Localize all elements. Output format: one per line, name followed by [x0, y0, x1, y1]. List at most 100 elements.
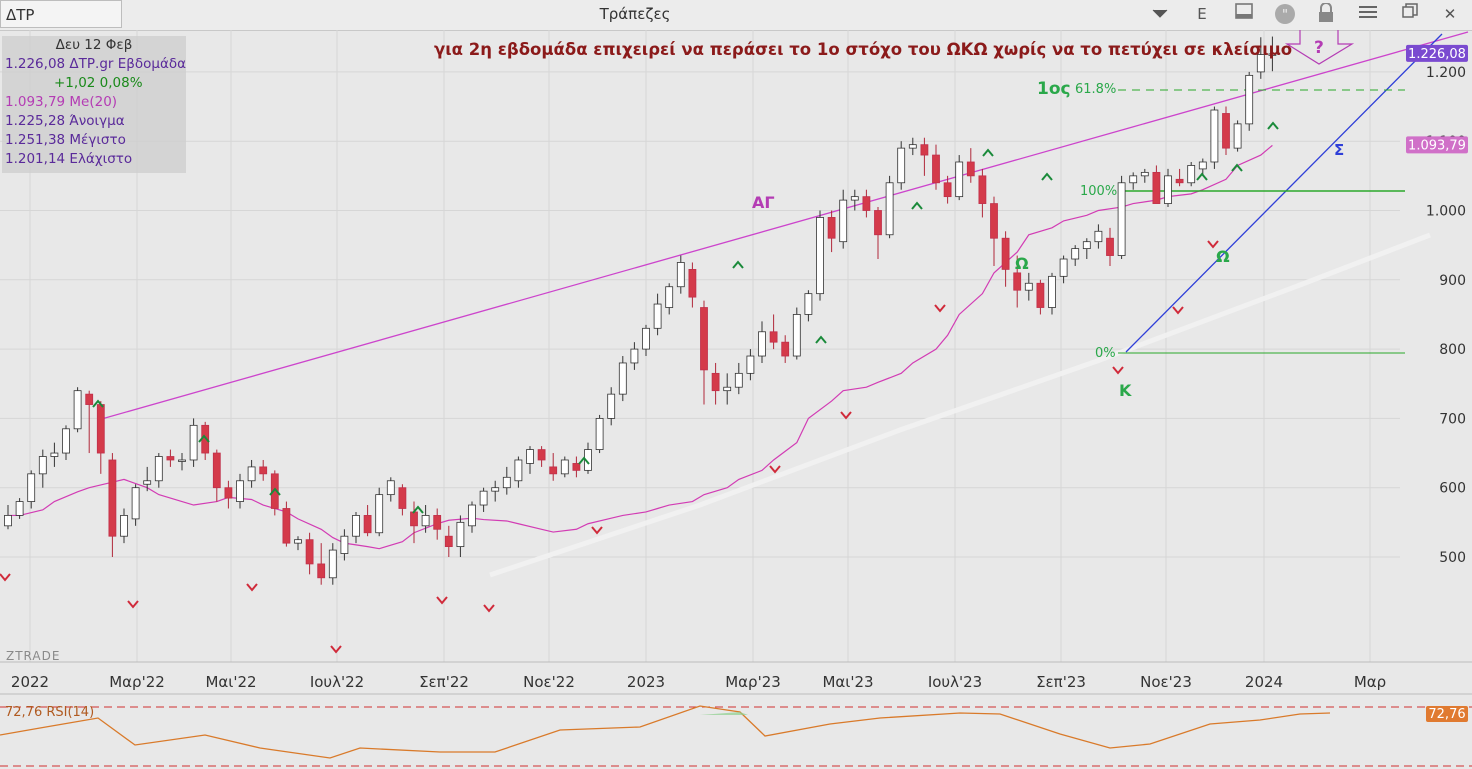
candle	[560, 459, 569, 475]
candle	[874, 210, 882, 236]
annotation-label: ?	[1314, 38, 1324, 58]
symbol-input[interactable]: ΔΤΡ	[0, 0, 122, 28]
rsi-panel: 72,76 RSI(14) 72,76	[0, 693, 1472, 767]
x-tick-label: Νοε'22	[523, 673, 575, 691]
drawing-lines	[97, 31, 1469, 421]
info-close: 1.226,08 ΔΤΡ.gr Εβδομάδα	[5, 56, 187, 72]
price-chart[interactable]: ΑΓ Ω Κ Ω Σ 1ος 61.8% 100% 0%? 500 600 700 800 900 1.0…	[0, 30, 1472, 769]
swing-high-arrow	[1041, 172, 1053, 181]
candle	[305, 539, 314, 565]
candle	[1140, 171, 1149, 177]
resistance-trendline	[97, 31, 1469, 421]
annotation-label: Ω	[1216, 247, 1230, 266]
candle	[96, 404, 105, 454]
annotations-layer: ΑΓ Ω Κ Ω Σ 1ος 61.8% 100% 0%?	[752, 30, 1355, 400]
candle	[38, 456, 47, 475]
candle	[862, 196, 871, 211]
quote-icon[interactable]: "	[1273, 3, 1297, 25]
y-tick-label: 600	[1439, 481, 1466, 497]
lock-icon[interactable]	[1314, 2, 1338, 25]
candle	[340, 535, 349, 554]
candle	[236, 480, 244, 502]
info-panel: Δευ 12 Φεβ 1.226,08 ΔΤΡ.gr Εβδομάδα +1,0…	[2, 36, 186, 173]
candle	[270, 473, 279, 509]
restore-icon[interactable]	[1398, 3, 1422, 25]
candle	[595, 417, 604, 450]
candle	[4, 515, 12, 527]
candle	[630, 348, 639, 364]
swing-low-arrow	[591, 526, 603, 535]
candle	[549, 466, 558, 475]
candle	[804, 293, 813, 315]
x-tick-label: Ιουλ'23	[928, 673, 982, 691]
swing-low-arrow	[1172, 306, 1184, 315]
x-tick-label: Σεπ'22	[419, 673, 469, 691]
candle	[1059, 258, 1068, 277]
candle	[317, 563, 326, 579]
y-tick-label: 700	[1439, 411, 1466, 427]
candle	[676, 262, 685, 288]
x-tick-label: Σεπ'23	[1036, 673, 1086, 691]
candle	[642, 327, 650, 350]
annotation-label: Ω	[1015, 254, 1029, 273]
x-tick-label: Μαρ'23	[725, 673, 781, 691]
candle	[827, 217, 836, 239]
candle	[1245, 74, 1254, 125]
candle	[1071, 248, 1080, 260]
swing-high-arrow	[578, 456, 590, 465]
swing-high-arrow	[1196, 172, 1208, 181]
price-badge	[1406, 136, 1468, 154]
y-tick-label: 1.200	[1426, 65, 1466, 81]
candle	[247, 466, 256, 482]
x-tick-label: Μαρ	[1354, 673, 1386, 691]
group-title: Τράπεζες	[599, 5, 671, 23]
candle	[792, 314, 801, 357]
candle	[1175, 178, 1184, 184]
info-open: 1.225,28 Άνοιγμα	[5, 113, 125, 129]
candle	[189, 424, 198, 461]
swing-high-arrow	[911, 201, 923, 210]
candle	[885, 182, 894, 236]
swing-low-arrow	[436, 596, 448, 605]
headline-annotation: για 2η εβδομάδα επιχειρεί να περάσει το …	[434, 40, 1293, 59]
swing-high-arrow	[1231, 163, 1243, 172]
candle	[1129, 175, 1138, 184]
x-tick-label: 2023	[627, 673, 665, 691]
candle	[456, 521, 465, 548]
close-icon[interactable]: ✕	[1443, 5, 1457, 23]
chevron-down-icon[interactable]	[1148, 3, 1172, 25]
watermark: ZTRADE	[6, 649, 60, 663]
swing-high-arrow	[92, 399, 104, 408]
swing-low-arrow	[246, 583, 258, 592]
swing-arrows-layer	[0, 121, 1279, 654]
swing-low-arrow	[1207, 240, 1219, 249]
candle	[1187, 165, 1196, 184]
e-icon[interactable]: E	[1197, 5, 1207, 23]
candle	[978, 175, 987, 204]
candle	[108, 459, 117, 537]
candle	[282, 508, 291, 544]
candle	[1210, 109, 1219, 163]
info-low: 1.201,14 Ελάχιστο	[5, 151, 133, 167]
window-icon[interactable]	[1232, 3, 1256, 25]
candle	[908, 144, 917, 149]
swing-high-arrow	[815, 335, 827, 344]
price-badge-label: 1.093,79	[1408, 138, 1466, 153]
swing-low-arrow	[127, 600, 139, 609]
candle	[943, 182, 952, 198]
candle	[154, 456, 163, 482]
candle	[607, 393, 616, 419]
candle	[1024, 282, 1033, 291]
candle	[328, 549, 337, 579]
candle	[1094, 230, 1103, 243]
rsi-label: 72,76 RSI(14)	[5, 705, 94, 720]
y-tick-label: 800	[1439, 342, 1466, 358]
candle	[955, 161, 964, 198]
swing-low-arrow	[0, 573, 11, 582]
annotation-label: Κ	[1119, 381, 1132, 400]
swing-low-arrow	[934, 304, 946, 313]
candle	[1001, 237, 1010, 270]
candle	[1036, 282, 1045, 308]
candle	[723, 386, 732, 392]
menu-icon[interactable]	[1356, 3, 1380, 25]
